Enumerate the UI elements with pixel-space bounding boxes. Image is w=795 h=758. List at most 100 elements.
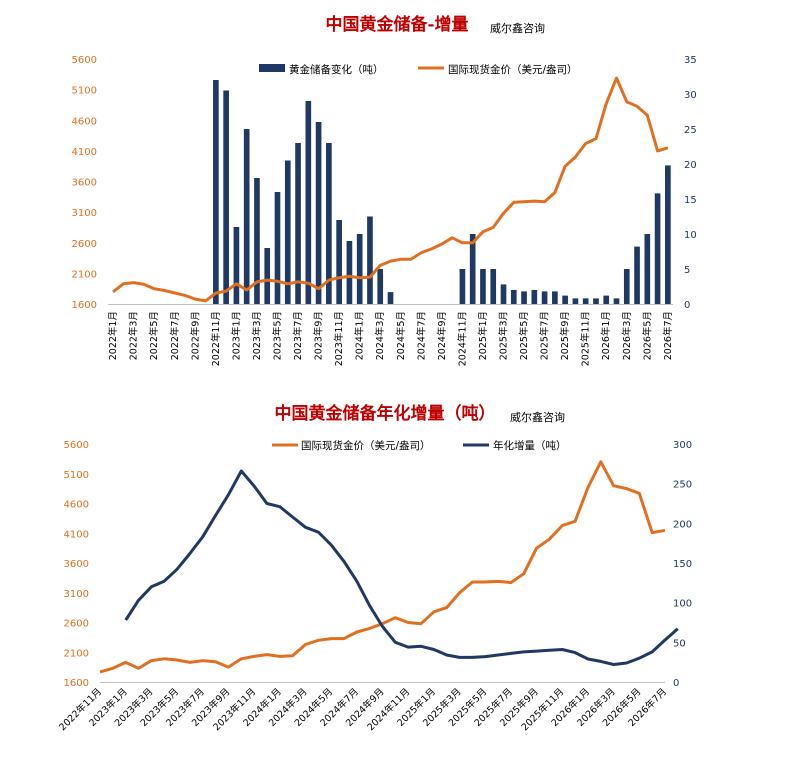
reserve-change-bar: [243, 129, 250, 304]
reserve-change-bar: [356, 234, 363, 304]
y-left-tick-label: 3100: [64, 589, 89, 600]
y-left-tick-label: 5600: [64, 440, 89, 451]
chart1-x-axis: 2022年1月 2022年3月 2022年5月 2022年7月 2022年9月 2022年…: [107, 304, 674, 366]
x-tick-label: 2025年3月: [498, 311, 510, 360]
reserve-change-bar: [644, 234, 651, 304]
legend-label-gold-price-2: 国际现货金价（美元/盎司）: [301, 439, 431, 452]
x-tick-label: 2025年9月: [559, 311, 571, 360]
reserve-change-bar: [521, 291, 527, 304]
reserve-change-bar: [500, 284, 507, 304]
x-tick-label: 2026年7月: [662, 311, 674, 360]
chart1-line: [112, 76, 669, 303]
reserve-change-bar: [367, 216, 373, 304]
reserve-change-bar: [613, 298, 620, 304]
x-tick-label: 2022年9月: [189, 311, 201, 360]
chart1-title: 中国黄金储备-增量: [325, 14, 468, 35]
y-left-tick-label: 2100: [72, 269, 97, 280]
x-tick-label: 2024年1月: [354, 311, 366, 360]
reserve-change-bar: [213, 80, 219, 304]
x-tick-label: 2025年5月: [518, 311, 530, 360]
y-left-tick-label: 2100: [64, 648, 89, 659]
reserve-change-bar: [254, 178, 260, 304]
chart1-bars: [213, 80, 671, 304]
x-tick-label: 2026年1月: [600, 311, 612, 360]
reserve-change-bar: [346, 241, 353, 304]
reserve-change-bar: [654, 193, 661, 304]
y-right-tick-label: 200: [673, 519, 692, 530]
y-right-tick-label: 250: [673, 480, 692, 491]
legend-label-annual-increment: 年化增量（吨）: [493, 439, 567, 452]
x-tick-label: 2023年5月: [272, 311, 284, 360]
chart2-increment-line: [124, 469, 679, 666]
y-left-tick-label: 1600: [72, 300, 97, 311]
reserve-change-bar: [295, 143, 301, 304]
x-tick-label: 2023年7月: [292, 311, 304, 360]
reserve-change-bar: [480, 269, 486, 304]
y-right-tick-label: 30: [684, 90, 697, 101]
chart1-right-axis: 35 30 25 20 15 10 5 0: [684, 55, 697, 311]
y-left-tick-label: 5100: [64, 470, 89, 481]
reserve-change-bar: [665, 165, 671, 304]
y-left-tick-label: 1600: [64, 678, 89, 689]
chart2-x-axis: 2022年11月2023年1月2023年3月2023年5月2023年7月2023…: [57, 682, 669, 733]
reserve-change-bar: [531, 290, 538, 304]
y-left-tick-label: 4100: [72, 147, 97, 158]
x-tick-label: 2026年5月: [641, 311, 653, 360]
x-tick-label: 2023年1月: [230, 311, 242, 360]
reserve-change-bar: [510, 290, 517, 304]
y-right-tick-label: 10: [684, 230, 697, 241]
x-tick-label: 2022年5月: [148, 311, 160, 360]
reserve-change-bar: [274, 192, 281, 304]
reserve-change-bar: [315, 122, 322, 304]
y-right-tick-label: 15: [684, 195, 697, 206]
reserve-change-bar: [603, 295, 610, 304]
x-tick-label: 2023年3月: [251, 311, 263, 360]
x-tick-label: 2022年7月: [169, 311, 181, 360]
y-right-tick-label: 35: [684, 55, 697, 66]
reserve-change-bar: [264, 248, 271, 304]
x-tick-label: 2024年7月: [415, 311, 427, 360]
y-left-tick-label: 4100: [64, 529, 89, 540]
annual-increment-chart: 中国黄金储备年化增量（吨） 威尔鑫咨询 国际现货金价（美元/盎司） 年化增量（吨…: [57, 403, 693, 733]
x-tick-label: 2024年11月: [456, 311, 468, 366]
y-left-tick-label: 5600: [72, 55, 97, 66]
reserve-change-bar: [326, 143, 332, 304]
reserve-change-bar: [634, 246, 640, 304]
chart1-source: 威尔鑫咨询: [490, 21, 545, 35]
reserve-change-bar: [377, 269, 384, 304]
y-right-tick-label: 0: [673, 678, 679, 689]
x-tick-label: 2023年9月: [313, 311, 325, 360]
reserve-change-bar: [223, 90, 229, 304]
annual-increment-line: [124, 469, 679, 666]
legend-swatch-reserve-change: [259, 64, 285, 72]
reserve-change-bar: [572, 298, 579, 304]
x-tick-label: 2024年9月: [436, 311, 448, 360]
reserve-change-bar: [459, 269, 466, 304]
reserve-change-bar: [336, 220, 342, 304]
chart2-legend: 国际现货金价（美元/盎司） 年化增量（吨）: [272, 439, 567, 452]
legend-label-reserve-change: 黄金储备变化（吨）: [289, 63, 384, 76]
x-tick-label: 2024年3月: [374, 311, 386, 360]
chart2-source: 威尔鑫咨询: [510, 410, 565, 424]
y-left-tick-label: 3600: [64, 559, 89, 570]
y-right-tick-label: 150: [673, 559, 692, 570]
legend-label-gold-price: 国际现货金价（美元/盎司）: [448, 63, 578, 76]
reserve-change-bar: [469, 234, 476, 304]
y-left-tick-label: 3100: [72, 208, 97, 219]
reserve-change-bar: [284, 160, 291, 304]
x-tick-label: 2025年1月: [477, 311, 489, 360]
y-right-tick-label: 5: [684, 265, 690, 276]
reserve-change-bar: [552, 291, 558, 304]
chart2-title: 中国黄金储备年化增量（吨）: [275, 403, 496, 424]
reserve-change-bar: [233, 227, 240, 304]
x-tick-label: 2023年11月: [333, 311, 345, 366]
reserve-change-bar: [490, 269, 497, 304]
y-left-tick-label: 4600: [72, 116, 97, 127]
y-right-tick-label: 50: [673, 638, 686, 649]
reserve-change-bar: [562, 295, 568, 304]
x-tick-label: 2025年11月: [580, 311, 592, 366]
chart1-left-axis: 5600 5100 4600 4100 3600 3100 2600 2100 1600: [72, 55, 97, 311]
x-tick-label: 2026年3月: [621, 311, 633, 360]
chart2-gold-line: [99, 460, 666, 674]
